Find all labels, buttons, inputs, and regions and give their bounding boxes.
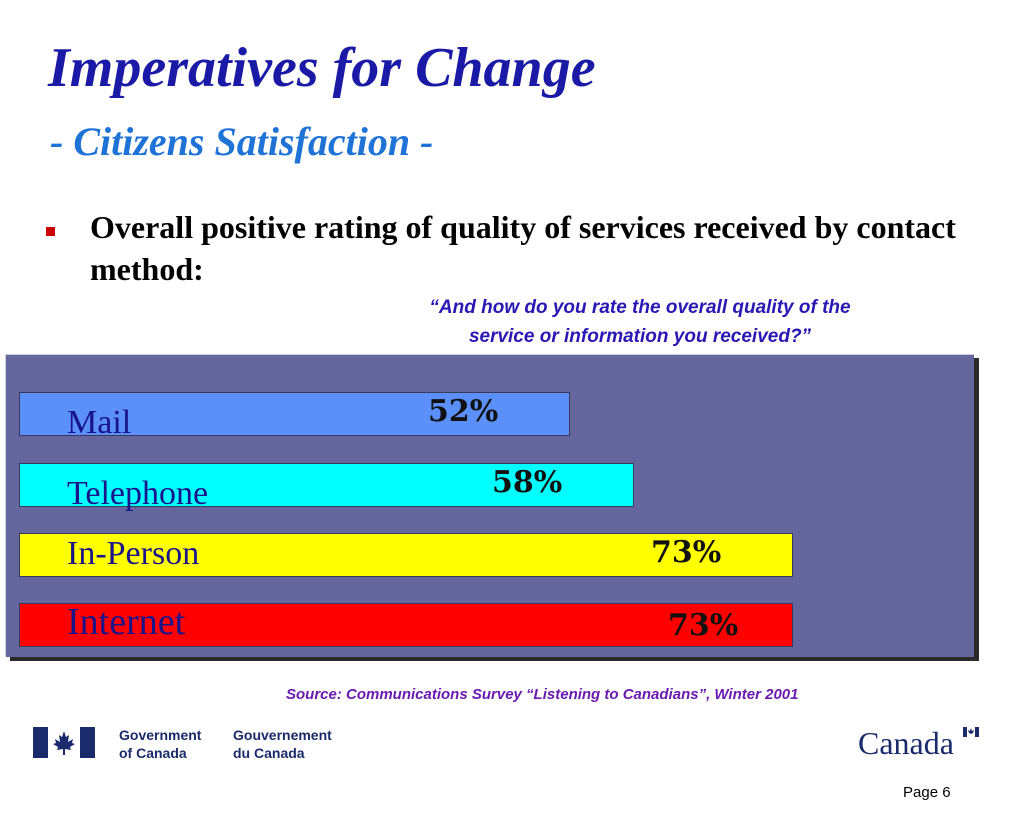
page-title: Imperatives for Change xyxy=(48,37,596,99)
bar-in-person xyxy=(19,533,793,577)
page-number: Page 6 xyxy=(903,784,951,801)
survey-question: “And how do you rate the overall quality… xyxy=(340,293,940,351)
bar-label-internet: Internet xyxy=(67,601,186,643)
wordmark-flag-icon xyxy=(963,727,979,737)
bar-label-telephone: Telephone xyxy=(67,475,209,512)
bar-mail xyxy=(19,392,570,436)
bar-label-mail: Mail xyxy=(67,404,132,441)
source-note: Source: Communications Survey “Listening… xyxy=(286,686,799,703)
canada-wordmark: Canada xyxy=(858,725,954,761)
bar-value-internet: 73% xyxy=(668,608,739,643)
survey-question-line-1: “And how do you rate the overall quality… xyxy=(429,297,851,318)
bar-value-in-person: 73% xyxy=(651,535,722,570)
page-subtitle: - Citizens Satisfaction - xyxy=(50,119,434,164)
bar-value-telephone: 58% xyxy=(492,465,563,500)
bar-value-mail: 52% xyxy=(428,394,499,429)
bar-chart: Mail 52% Telephone 58% In-Person 73% Internet 7… xyxy=(5,354,974,657)
bar-label-in-person: In-Person xyxy=(67,535,200,572)
survey-question-line-2: service or information you received?” xyxy=(468,326,812,347)
government-of-canada-en: Government of Canada xyxy=(119,727,202,761)
bar-internet xyxy=(19,603,793,647)
canada-flag-icon xyxy=(33,727,95,758)
bar-telephone xyxy=(19,463,634,507)
bullet-marker xyxy=(46,227,55,236)
government-of-canada-fr: Gouvernement du Canada xyxy=(233,727,332,761)
bullet-text: Overall positive rating of quality of se… xyxy=(90,209,956,287)
